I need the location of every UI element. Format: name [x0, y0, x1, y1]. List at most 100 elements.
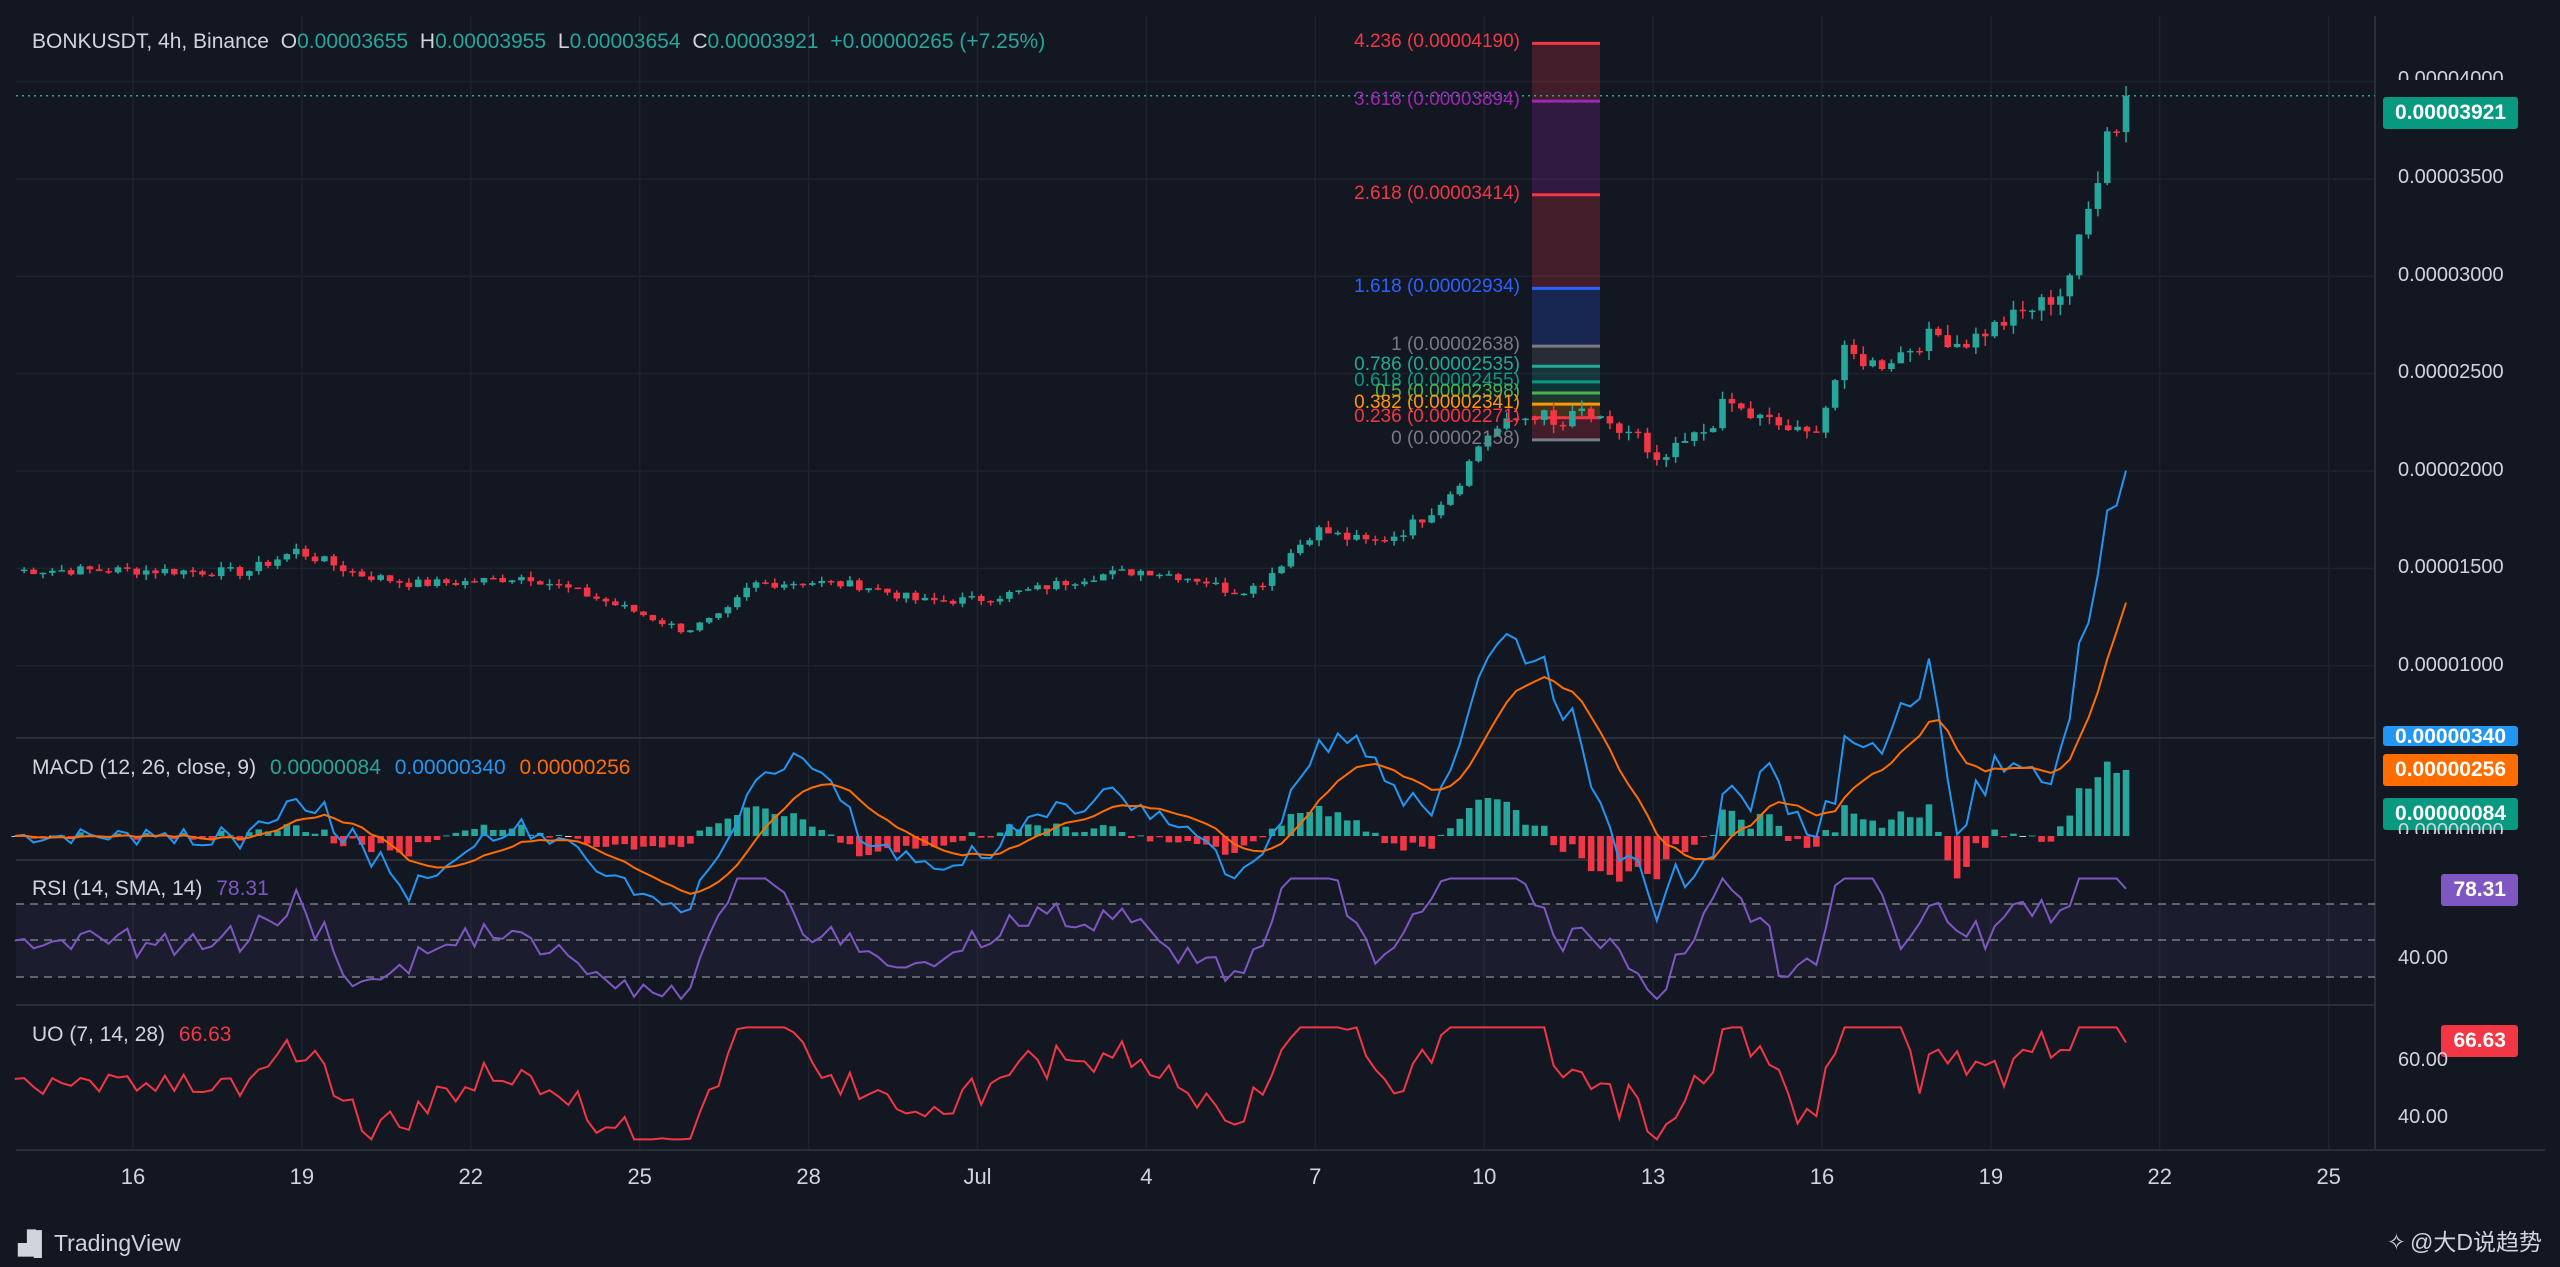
candle-body[interactable] — [49, 570, 56, 573]
candle-body[interactable] — [424, 579, 431, 586]
candle-body[interactable] — [283, 554, 291, 560]
candle-body[interactable] — [1634, 431, 1642, 434]
candle-body[interactable] — [1569, 411, 1576, 427]
candle-body[interactable] — [452, 583, 460, 585]
candle-body[interactable] — [1662, 457, 1670, 460]
candle-body[interactable] — [311, 556, 319, 562]
candle-body[interactable] — [1935, 328, 1942, 336]
candle-body[interactable] — [1672, 442, 1679, 458]
candle-body[interactable] — [1653, 452, 1661, 460]
uo-title[interactable]: UO (7, 14, 28) — [32, 1023, 166, 1046]
candle-body[interactable] — [658, 620, 666, 625]
candle-body[interactable] — [152, 570, 159, 574]
candle-body[interactable] — [208, 574, 216, 577]
candle-body[interactable] — [940, 600, 948, 602]
candle-body[interactable] — [1250, 585, 1257, 594]
candle-body[interactable] — [1024, 589, 1032, 591]
candle-body[interactable] — [2010, 309, 2017, 326]
candle-body[interactable] — [67, 570, 75, 575]
candle-body[interactable] — [1559, 424, 1567, 427]
candle-body[interactable] — [1259, 585, 1267, 588]
candle-body[interactable] — [1484, 435, 1492, 447]
candle-body[interactable] — [2094, 183, 2102, 209]
candle-body[interactable] — [734, 597, 741, 608]
candle-body[interactable] — [846, 580, 854, 587]
candle-body[interactable] — [199, 571, 206, 575]
candle-body[interactable] — [302, 548, 309, 557]
candle-body[interactable] — [1137, 570, 1145, 576]
candle-body[interactable] — [1343, 532, 1351, 540]
candle-body[interactable] — [1062, 581, 1069, 586]
candle-body[interactable] — [790, 583, 797, 586]
candle-body[interactable] — [1550, 410, 1557, 425]
candle-body[interactable] — [236, 567, 244, 576]
candle-body[interactable] — [1156, 574, 1163, 577]
candle-body[interactable] — [1587, 408, 1595, 418]
candle-body[interactable] — [1165, 574, 1173, 576]
candle-body[interactable] — [1972, 333, 1980, 348]
candle-body[interactable] — [161, 568, 169, 574]
candle-body[interactable] — [2019, 309, 2027, 312]
candle-body[interactable] — [461, 581, 469, 585]
candle-body[interactable] — [1334, 532, 1342, 535]
candle-body[interactable] — [949, 600, 957, 604]
candle-body[interactable] — [39, 572, 47, 575]
candle-body[interactable] — [630, 604, 638, 612]
candle-body[interactable] — [874, 588, 882, 590]
candle-body[interactable] — [1306, 540, 1313, 545]
candle-body[interactable] — [649, 615, 657, 621]
candle-body[interactable] — [1090, 580, 1098, 582]
candle-body[interactable] — [1006, 591, 1013, 599]
candle-body[interactable] — [217, 567, 225, 577]
candle-body[interactable] — [1719, 398, 1726, 429]
candle-body[interactable] — [612, 601, 619, 606]
candle-body[interactable] — [1268, 573, 1276, 586]
candle-body[interactable] — [996, 598, 1004, 602]
candle-body[interactable] — [377, 575, 385, 580]
candle-body[interactable] — [1494, 428, 1501, 436]
candle-body[interactable] — [1991, 321, 1998, 337]
candle-body[interactable] — [837, 581, 844, 587]
candle-body[interactable] — [1606, 416, 1614, 424]
macd-title[interactable]: MACD (12, 26, close, 9) — [32, 756, 257, 779]
macd-signal-line[interactable] — [14, 602, 2127, 895]
macd-legend[interactable]: MACD (12, 26, close, 9) 0.00000084 0.000… — [32, 756, 630, 780]
candle-body[interactable] — [1738, 403, 1745, 409]
candle-body[interactable] — [1897, 352, 1905, 364]
candle-body[interactable] — [1916, 350, 1923, 353]
candle-body[interactable] — [1193, 578, 1201, 582]
candle-body[interactable] — [931, 597, 938, 601]
candle-body[interactable] — [1540, 410, 1548, 421]
candle-body[interactable] — [471, 581, 478, 583]
candle-body[interactable] — [1437, 504, 1445, 516]
candle-body[interactable] — [724, 607, 732, 614]
candle-body[interactable] — [1512, 418, 1520, 421]
candle-body[interactable] — [1325, 527, 1332, 534]
candle-body[interactable] — [368, 576, 375, 580]
candle-body[interactable] — [1953, 343, 1961, 348]
candle-body[interactable] — [443, 579, 450, 584]
candle-body[interactable] — [602, 598, 610, 602]
candle-body[interactable] — [762, 582, 769, 584]
candle-body[interactable] — [20, 569, 28, 572]
candle-body[interactable] — [1709, 428, 1717, 433]
candle-body[interactable] — [1409, 519, 1417, 536]
candle-body[interactable] — [2000, 321, 2008, 326]
candle-body[interactable] — [1888, 363, 1895, 369]
macd-line[interactable] — [14, 470, 2127, 925]
candle-body[interactable] — [499, 578, 506, 583]
candle-body[interactable] — [405, 582, 413, 587]
uo-line[interactable] — [14, 1026, 2127, 1142]
candle-body[interactable] — [292, 548, 300, 555]
candle-body[interactable] — [1231, 592, 1238, 595]
candle-body[interactable] — [640, 611, 647, 616]
candle-body[interactable] — [827, 580, 835, 583]
candle-body[interactable] — [677, 623, 685, 633]
candle-body[interactable] — [621, 604, 628, 607]
candle-body[interactable] — [1784, 425, 1792, 431]
candle-body[interactable] — [2103, 131, 2111, 184]
candle-body[interactable] — [987, 600, 994, 603]
candle-body[interactable] — [358, 571, 366, 577]
rsi-line[interactable] — [14, 876, 2127, 1001]
candle-body[interactable] — [1240, 593, 1248, 596]
